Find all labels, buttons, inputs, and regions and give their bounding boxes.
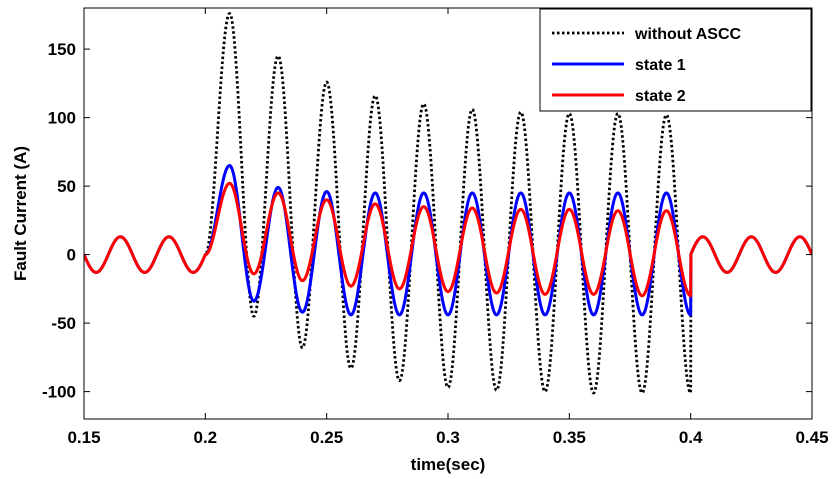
series-layer — [84, 12, 812, 395]
x-tick-label: 0.35 — [553, 428, 586, 447]
tick-labels-layer: 0.15 0.2 0.25 0.3 0.35 0.4 0.45 -100 -50 0 50 100 15… — [42, 40, 829, 447]
y-tick-label: 100 — [48, 109, 76, 128]
series-line-state-2 — [84, 181, 812, 298]
y-tick-label: 150 — [48, 40, 76, 59]
y-tick-label: -50 — [51, 314, 76, 333]
x-tick-label: 0.15 — [67, 428, 100, 447]
x-tick-label: 0.4 — [679, 428, 703, 447]
x-tick-label: 0.3 — [436, 428, 460, 447]
legend-label: state 2 — [635, 88, 686, 105]
x-tick-label: 0.25 — [310, 428, 343, 447]
legend-entries: without ASCC state 1 state 2 — [552, 26, 742, 105]
series-group — [84, 12, 812, 395]
x-axis-label: time(sec) — [411, 455, 486, 474]
y-tick-label: -100 — [42, 383, 76, 402]
legend: without ASCC state 1 state 2 — [539, 8, 812, 112]
y-tick-label: 0 — [67, 246, 76, 265]
y-tick-label: 50 — [57, 177, 76, 196]
y-axis-label: Fault Current (A) — [11, 146, 30, 281]
x-tick-label: 0.45 — [795, 428, 828, 447]
legend-label: without ASCC — [634, 26, 742, 43]
legend-label: state 1 — [635, 57, 686, 74]
x-tick-label: 0.2 — [194, 428, 218, 447]
